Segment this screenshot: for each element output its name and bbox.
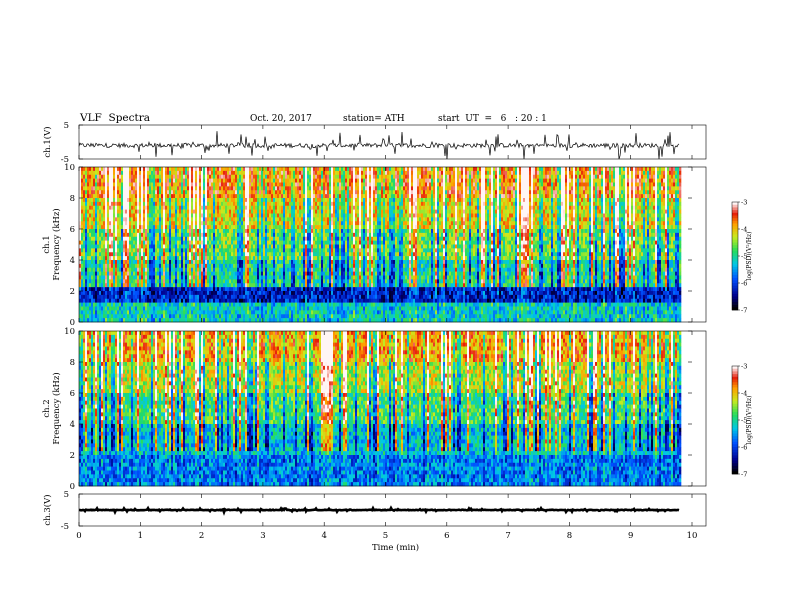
x-tick-label: 1	[138, 531, 143, 541]
colorbar-ch1	[732, 202, 738, 311]
y-axis-label: ch.1(V)	[42, 126, 53, 157]
colorbar-tick-label: -5	[741, 253, 747, 261]
colorbar-tick-label: -3	[741, 199, 747, 207]
panel-frame	[78, 166, 707, 323]
colorbar-tick-label: -6	[741, 280, 747, 288]
y-axis-label: ch.2	[42, 399, 52, 417]
x-tick-label: 6	[444, 531, 449, 541]
waveform-ch3v	[78, 505, 680, 516]
station-label: station= ATH	[343, 114, 405, 124]
y-tick-label: -5	[61, 522, 69, 532]
y-tick-label: 5	[64, 121, 69, 131]
y-tick-label: 10	[64, 163, 75, 173]
y-axis-label: ch.1	[42, 235, 52, 253]
y-tick-label: 2	[70, 287, 75, 297]
spectrogram-ch2	[79, 331, 682, 487]
date-label: Oct. 20, 2017	[250, 114, 312, 124]
x-tick-label: 3	[260, 531, 265, 541]
y-tick-label: 2	[70, 451, 75, 461]
colorbar-tick-label: -5	[741, 417, 747, 425]
colorbar-label: log(PSD)(V²/Hz)	[746, 232, 753, 281]
x-tick-label: 0	[76, 531, 81, 541]
y-axis-label: Frequency (kHz)	[51, 372, 62, 444]
y-tick-label: 8	[70, 194, 75, 204]
y-tick-label: 6	[70, 389, 75, 399]
colorbar-tick-label: -7	[741, 307, 747, 315]
x-tick-label: 9	[628, 531, 633, 541]
y-tick-label: 10	[64, 327, 75, 337]
start-time-label: start UT = 6 : 20 : 1	[438, 114, 547, 124]
y-tick-label: 0	[70, 318, 75, 328]
colorbar-tick-label: -4	[741, 390, 747, 398]
colorbar-tick-label: -3	[741, 363, 747, 371]
y-tick-label: -5	[61, 155, 69, 165]
x-tick-label: 7	[505, 531, 510, 541]
y-tick-label: 0	[70, 482, 75, 492]
y-tick-label: 4	[70, 256, 75, 266]
y-axis-label: Frequency (kHz)	[51, 208, 62, 280]
panel-frame	[78, 124, 707, 160]
spectrogram-ch1	[79, 167, 682, 323]
panel-frame	[78, 493, 707, 527]
colorbar-tick-label: -4	[741, 226, 747, 234]
x-tick-label: 4	[321, 531, 326, 541]
colorbar-tick-label: -6	[741, 444, 747, 452]
y-tick-label: 4	[70, 420, 75, 430]
x-tick-label: 2	[199, 531, 204, 541]
y-tick-label: 8	[70, 358, 75, 368]
y-tick-label: 6	[70, 225, 75, 235]
x-axis-label: Time (min)	[372, 542, 419, 553]
chart-title: VLF Spectra	[80, 112, 150, 124]
panel-frame	[78, 330, 707, 487]
y-tick-label: 5	[64, 490, 69, 500]
x-tick-label: 5	[383, 531, 388, 541]
x-tick-label: 10	[687, 531, 698, 541]
y-axis-label: ch.3(V)	[42, 494, 53, 525]
colorbar-label: log(PSD)(V²/Hz)	[746, 396, 753, 445]
x-tick-label: 8	[567, 531, 572, 541]
colorbar-tick-label: -7	[741, 471, 747, 479]
waveform-ch1v	[78, 131, 680, 160]
colorbar-ch2	[732, 366, 738, 475]
